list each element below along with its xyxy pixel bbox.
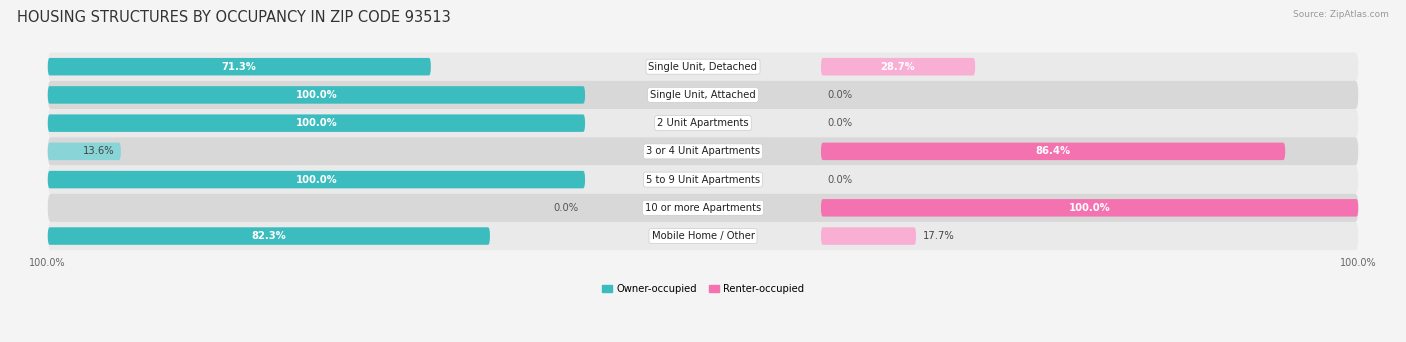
FancyBboxPatch shape (821, 58, 976, 76)
FancyBboxPatch shape (48, 222, 1358, 250)
FancyBboxPatch shape (48, 58, 430, 76)
FancyBboxPatch shape (48, 143, 121, 160)
Text: Source: ZipAtlas.com: Source: ZipAtlas.com (1294, 10, 1389, 19)
FancyBboxPatch shape (48, 53, 1358, 81)
Text: Single Unit, Detached: Single Unit, Detached (648, 62, 758, 72)
Text: 28.7%: 28.7% (880, 62, 915, 72)
FancyBboxPatch shape (821, 227, 917, 245)
Text: HOUSING STRUCTURES BY OCCUPANCY IN ZIP CODE 93513: HOUSING STRUCTURES BY OCCUPANCY IN ZIP C… (17, 10, 450, 25)
FancyBboxPatch shape (48, 86, 585, 104)
FancyBboxPatch shape (821, 143, 1285, 160)
Text: 100.0%: 100.0% (295, 90, 337, 100)
FancyBboxPatch shape (48, 171, 585, 188)
Text: 100.0%: 100.0% (295, 175, 337, 185)
Text: Single Unit, Attached: Single Unit, Attached (650, 90, 756, 100)
Text: 86.4%: 86.4% (1035, 146, 1070, 156)
FancyBboxPatch shape (48, 81, 1358, 109)
FancyBboxPatch shape (48, 227, 489, 245)
FancyBboxPatch shape (48, 114, 585, 132)
Text: 71.3%: 71.3% (222, 62, 257, 72)
Text: 17.7%: 17.7% (922, 231, 955, 241)
Text: 0.0%: 0.0% (554, 203, 578, 213)
FancyBboxPatch shape (48, 109, 1358, 137)
FancyBboxPatch shape (48, 194, 1358, 222)
FancyBboxPatch shape (48, 166, 1358, 194)
Text: 13.6%: 13.6% (83, 146, 114, 156)
Text: 0.0%: 0.0% (828, 175, 852, 185)
Text: 0.0%: 0.0% (828, 118, 852, 128)
Text: 0.0%: 0.0% (828, 90, 852, 100)
Text: 100.0%: 100.0% (295, 118, 337, 128)
FancyBboxPatch shape (821, 199, 1358, 216)
Text: 100.0%: 100.0% (1069, 203, 1111, 213)
Text: 82.3%: 82.3% (252, 231, 287, 241)
Legend: Owner-occupied, Renter-occupied: Owner-occupied, Renter-occupied (602, 284, 804, 293)
Text: 3 or 4 Unit Apartments: 3 or 4 Unit Apartments (645, 146, 761, 156)
Text: 10 or more Apartments: 10 or more Apartments (645, 203, 761, 213)
Text: 2 Unit Apartments: 2 Unit Apartments (657, 118, 749, 128)
FancyBboxPatch shape (48, 137, 1358, 166)
Text: Mobile Home / Other: Mobile Home / Other (651, 231, 755, 241)
Text: 5 to 9 Unit Apartments: 5 to 9 Unit Apartments (645, 175, 761, 185)
